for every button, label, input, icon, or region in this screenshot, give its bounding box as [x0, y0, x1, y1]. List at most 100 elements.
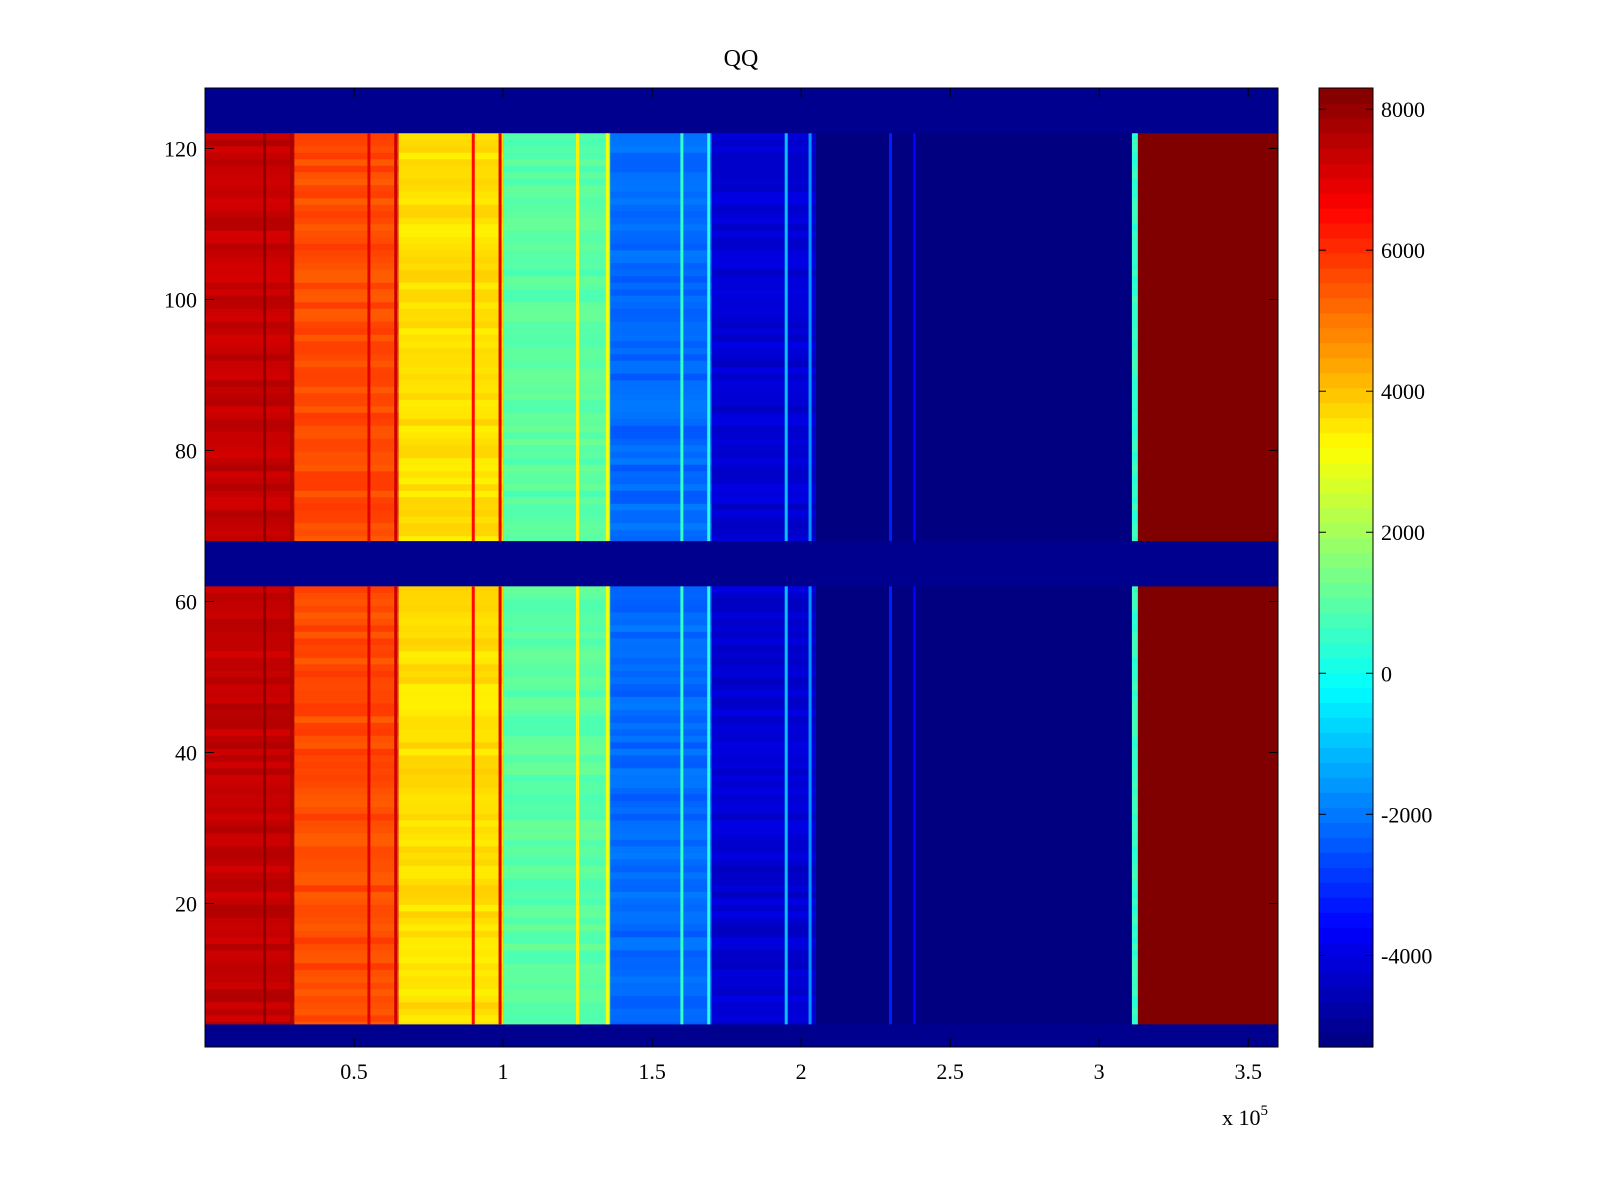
y-tick-label: 80 [175, 438, 197, 463]
heatmap-row-texture [503, 458, 611, 465]
heatmap-row-texture [503, 898, 611, 905]
heatmap-row-texture [610, 211, 712, 218]
heatmap-row-texture [398, 670, 504, 678]
x-tick-label: 0.5 [340, 1059, 368, 1084]
heatmap-row-texture [1131, 230, 1138, 238]
heatmap-row-texture [205, 321, 295, 329]
heatmap-row-texture [398, 425, 504, 433]
heatmap-row-texture [398, 373, 504, 381]
heatmap-row-texture [503, 185, 611, 192]
x-tick-label: 3.5 [1234, 1059, 1262, 1084]
heatmap-row-texture [610, 891, 712, 899]
heatmap-row-texture [294, 631, 399, 639]
heatmap-row-texture [1131, 865, 1138, 873]
heatmap-row-texture [205, 484, 295, 491]
svg-text:x 105: x 105 [1222, 1103, 1268, 1130]
heatmap-row-texture [503, 464, 611, 472]
heatmap-row-texture [1131, 464, 1138, 472]
heatmap-row-texture [1131, 677, 1138, 684]
heatmap-row-texture [711, 898, 817, 905]
heatmap-row-texture [398, 321, 504, 329]
colorbar-tick-label: 0 [1381, 661, 1392, 686]
heatmap-row-texture [1131, 852, 1138, 860]
colorbar-step [1319, 882, 1373, 898]
heatmap-row-texture [711, 523, 817, 530]
heatmap-row-texture [610, 943, 712, 951]
colorbar-step [1319, 897, 1373, 913]
heatmap-stripe [498, 133, 502, 542]
heatmap-row-texture [610, 159, 712, 166]
heatmap-row-texture [503, 911, 611, 918]
heatmap-row-texture [711, 826, 817, 834]
heatmap-row-texture [398, 631, 504, 639]
heatmap-row-texture [205, 670, 295, 678]
heatmap-stripe [707, 133, 711, 542]
heatmap-row-texture [610, 865, 712, 873]
colorbar-step [1319, 432, 1373, 449]
heatmap-row-texture [294, 276, 399, 283]
heatmap-row-texture [294, 386, 399, 394]
heatmap-row-texture [610, 690, 712, 697]
heatmap-row-texture [610, 406, 712, 413]
colorbar-step [1319, 627, 1373, 644]
heatmap-row-texture [1131, 625, 1138, 632]
heatmap-row-texture [610, 529, 712, 537]
heatmap-row-texture [711, 787, 817, 795]
heatmap-row-texture [1131, 703, 1138, 710]
heatmap-row-texture [398, 490, 504, 498]
heatmap-row-texture [1131, 904, 1138, 912]
heatmap-row-texture [398, 937, 504, 944]
heatmap-row-texture [294, 904, 399, 912]
colorbar-step [1319, 972, 1373, 988]
colorbar-step [1319, 792, 1373, 808]
heatmap-row-texture [711, 399, 817, 407]
heatmap-row-texture [294, 360, 399, 368]
heatmap-row-texture [1131, 146, 1138, 153]
heatmap-cells [205, 133, 1278, 1025]
heatmap-row-texture [711, 172, 817, 179]
heatmap-row-texture [294, 347, 399, 355]
heatmap-row-texture [205, 761, 295, 769]
heatmap-row-texture [711, 670, 817, 678]
heatmap-row-texture [503, 217, 611, 225]
heatmap-row-texture [610, 360, 712, 368]
heatmap-row-texture [711, 328, 817, 335]
heatmap-row-texture [294, 924, 399, 931]
heatmap-row-texture [610, 683, 712, 691]
heatmap-row-texture [205, 503, 295, 511]
heatmap-row-texture [1131, 139, 1138, 147]
colorbar-step [1319, 1032, 1373, 1048]
heatmap-row-texture [1131, 638, 1138, 645]
heatmap-stripe [784, 133, 788, 542]
y-tick-label: 20 [175, 892, 197, 917]
heatmap-row-texture [294, 445, 399, 452]
heatmap-row-texture [205, 185, 295, 192]
heatmap-row-texture [294, 820, 399, 827]
colorbar-step [1319, 237, 1373, 254]
heatmap-row-texture [1131, 224, 1138, 231]
colorbar-frame [1318, 87, 1374, 1048]
heatmap-row-texture [711, 341, 817, 348]
plot-frame [204, 87, 1279, 1048]
heatmap-row-texture [205, 618, 295, 626]
heatmap-row-texture [1131, 334, 1138, 342]
heatmap-stripe [889, 133, 893, 542]
heatmap-row-texture [1131, 872, 1138, 879]
heatmap-row-texture [503, 885, 611, 892]
colorbar-step [1319, 777, 1373, 793]
heatmap-row-texture [610, 204, 712, 212]
heatmap-row-texture [610, 256, 712, 264]
colorbar-step [1319, 252, 1373, 269]
heatmap-row-texture [610, 709, 712, 717]
heatmap-row-texture [294, 995, 399, 1003]
heatmap-row-texture [294, 969, 399, 977]
heatmap-row-texture [205, 139, 295, 147]
heatmap-row-texture [205, 800, 295, 808]
heatmap-row-texture [711, 995, 817, 1003]
colorbar-step [1319, 837, 1373, 853]
colorbar-step [1319, 297, 1373, 314]
colorbar-step [1319, 552, 1373, 569]
heatmap-row-texture [503, 191, 611, 199]
heatmap-row-texture [294, 1002, 399, 1009]
